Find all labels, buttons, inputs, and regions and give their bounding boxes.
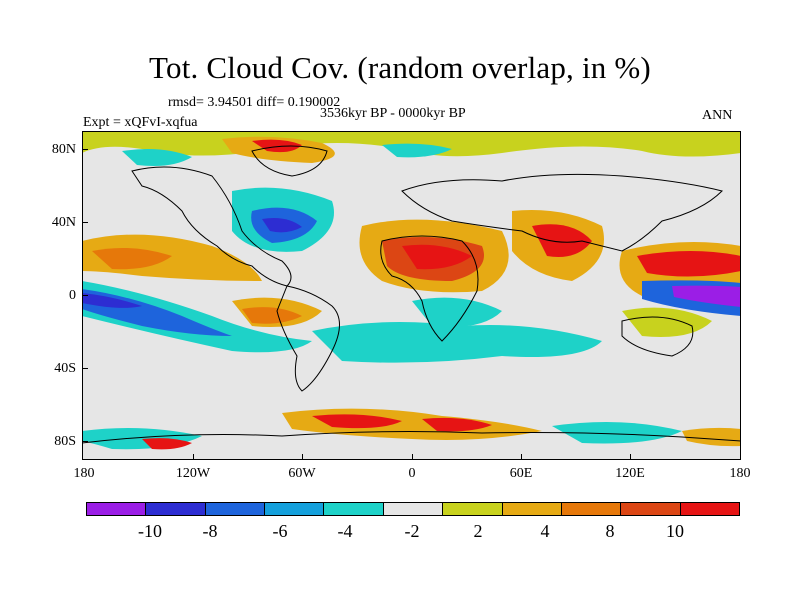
coastlines xyxy=(82,145,741,444)
coast-south-america xyxy=(276,285,340,392)
colorbar xyxy=(86,502,740,516)
y-tick-mark xyxy=(82,149,88,150)
colorbar-box xyxy=(621,503,681,515)
colorbar-label: -8 xyxy=(202,521,218,541)
x-tick-mark xyxy=(521,454,522,460)
x-tick-label: 60W xyxy=(288,466,316,481)
colorbar-label: 4 xyxy=(540,521,550,541)
patch-wpacific-red xyxy=(637,251,741,277)
map-title: Tot. Cloud Cov. (random overlap, in %) xyxy=(149,50,651,85)
patch-wpacific-purple xyxy=(672,285,741,307)
colorbar-label: -2 xyxy=(404,521,420,541)
coast-antarctica xyxy=(82,431,741,444)
coast-greenland xyxy=(251,145,328,177)
patch-npacific-darkorange xyxy=(92,247,172,270)
patch-epacific-cyan xyxy=(82,281,312,353)
experiment-label: Expt = xQFvI-xqfua xyxy=(83,115,198,130)
x-tick-label: 120E xyxy=(615,466,645,481)
patch-antarctic-red-west xyxy=(142,438,192,450)
colorbar-box xyxy=(146,503,206,515)
y-tick-label: 80N xyxy=(51,142,76,157)
patch-southamerica-darkorange xyxy=(242,307,302,324)
x-tick-mark xyxy=(302,454,303,460)
colorbar-label: 10 xyxy=(666,521,684,541)
colorbar-label: 2 xyxy=(473,521,483,541)
patch-natlantic-darkblue xyxy=(262,218,302,233)
patch-satlantic-cyan xyxy=(412,297,502,327)
patch-southern-cyan xyxy=(312,322,602,363)
colorbar-label: -6 xyxy=(272,521,288,541)
patch-sahara-deepred xyxy=(402,244,472,270)
colorbar-box xyxy=(87,503,147,515)
x-tick-label: 0 xyxy=(408,466,416,481)
x-tick-label: 120W xyxy=(175,466,211,481)
colorbar-label: -10 xyxy=(138,521,162,541)
colorbar-box xyxy=(383,503,444,515)
colorbar-label: -4 xyxy=(337,521,353,541)
patch-epacific-darkblue xyxy=(82,293,142,308)
colorbar-box xyxy=(561,503,622,515)
patch-antarctic-orange-east xyxy=(682,427,741,447)
stats-label: rmsd= 3.94501 diff= 0.190002 xyxy=(168,95,341,110)
colorbar-box xyxy=(324,503,384,515)
y-tick-mark xyxy=(82,295,88,296)
y-tick-label: 0 xyxy=(69,288,76,303)
y-tick-mark xyxy=(82,441,88,442)
patch-greenland-red xyxy=(252,139,302,153)
colorbar-box xyxy=(502,503,562,515)
colorbar-box xyxy=(265,503,325,515)
x-tick-label: 180 xyxy=(729,466,751,481)
y-tick-label: 40N xyxy=(51,215,76,230)
season-label: ANN xyxy=(702,108,733,123)
coast-australia xyxy=(621,316,694,357)
y-tick-label: 80S xyxy=(54,434,76,449)
cloud-cover-anomaly-map xyxy=(82,131,741,460)
patch-australia-yellow xyxy=(622,307,712,337)
x-tick-mark xyxy=(193,454,194,460)
coast-eurasia xyxy=(401,173,723,252)
patch-antarctic-red xyxy=(312,414,402,429)
patch-siberia-cyan xyxy=(382,143,452,158)
colorbar-label: 8 xyxy=(605,521,615,541)
patch-alaska-cyan xyxy=(122,149,192,166)
anomaly-patches xyxy=(82,131,741,460)
colorbar-box xyxy=(680,503,739,515)
x-tick-mark xyxy=(412,454,413,460)
x-tick-label: 180 xyxy=(73,466,95,481)
patch-npacific-orange xyxy=(82,234,262,281)
patch-antarctic-red-2 xyxy=(422,417,492,432)
period-label: 3536kyr BP - 0000kyr BP xyxy=(320,106,466,121)
colorbar-box xyxy=(443,503,503,515)
x-tick-mark xyxy=(630,454,631,460)
x-tick-label: 60E xyxy=(509,466,533,481)
colorbar-box xyxy=(205,503,266,515)
patch-antarctic-cyan-east xyxy=(552,422,682,444)
y-tick-label: 40S xyxy=(54,361,76,376)
map-svg xyxy=(82,131,741,460)
y-tick-mark xyxy=(82,368,88,369)
y-tick-mark xyxy=(82,222,88,223)
coast-africa xyxy=(380,235,479,342)
patch-asia-red xyxy=(532,224,592,257)
